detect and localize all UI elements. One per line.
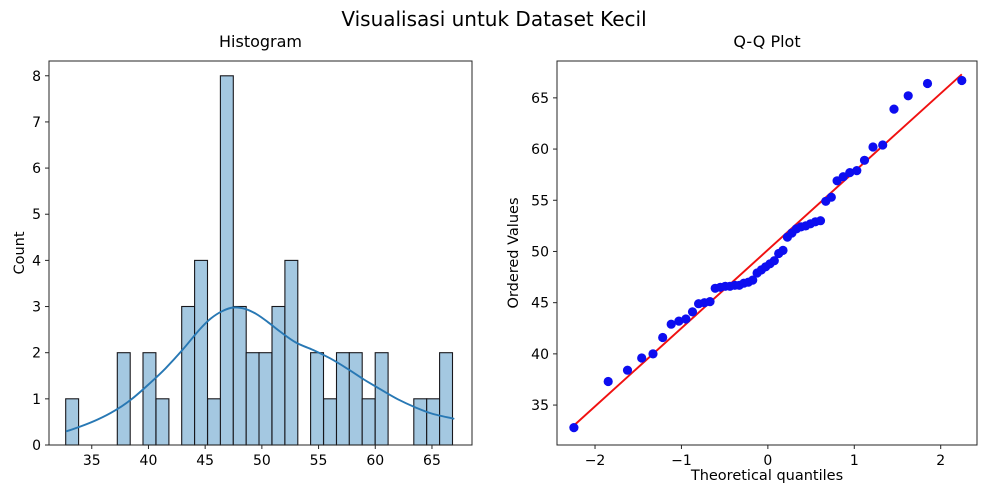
qq-x-tick-label: 1 [850,453,859,469]
histogram-bar [142,352,157,446]
kde-curve [65,306,455,433]
qq-point [852,166,862,176]
qq-axes-box [556,60,978,446]
histogram-bar [155,398,170,446]
histogram-bar [348,352,363,446]
qq-y-tick-label: 60 [531,142,549,158]
histogram-bar [219,75,234,446]
histogram-y-tick-label: 1 [32,392,41,408]
histogram-bar [181,305,196,446]
histogram-x-tick-label: 40 [140,453,158,469]
qq-point [569,423,579,433]
histogram-y-tick-label: 7 [32,115,41,131]
histogram-bar [284,259,299,446]
qq-point [957,75,967,86]
histogram-y-tick-label: 2 [32,346,41,362]
qq-plot-xlabel: Theoretical quantiles [690,468,844,484]
histogram-bar [232,305,247,446]
histogram-title: Histogram [219,32,302,51]
qq-y-tick-label: 55 [531,193,549,209]
qq-point [622,365,633,375]
histogram-x-tick-label: 55 [310,453,328,469]
histogram-bar [245,352,260,446]
qq-point [889,104,899,114]
qq-fit-line [573,73,963,427]
histogram-bar [207,398,222,446]
qq-point [903,91,913,101]
qq-point [637,353,647,363]
qq-point [868,142,878,152]
qq-point [687,307,698,317]
qq-point [859,155,870,165]
qq-point [658,332,668,343]
qq-x-tick-label: −2 [585,453,606,469]
histogram-bar [439,352,454,446]
histogram-x-tick-label: 45 [196,453,214,469]
histogram-x-tick-label: 60 [366,453,384,469]
histogram-bar [374,352,389,446]
histogram-bar [310,352,325,446]
qq-y-tick-label: 40 [531,347,549,363]
histogram-y-tick-label: 4 [32,253,41,269]
histogram-bar [116,352,131,446]
qq-point [705,297,715,307]
histogram-bar [65,398,80,446]
qq-point [648,349,658,359]
qq-point [845,168,855,178]
qq-point [603,376,613,387]
qq-point [778,245,788,255]
qq-point [748,275,758,285]
histogram-bar [258,352,273,446]
qq-plot-title: Q-Q Plot [733,32,801,51]
histogram-bar [361,398,376,446]
qq-y-tick-label: 50 [531,244,549,260]
qq-point [922,78,933,89]
qq-point [769,256,779,266]
histogram-bar [194,259,209,446]
histogram-y-tick-label: 3 [32,300,41,316]
figure-title: Visualisasi untuk Dataset Kecil [341,7,647,31]
qq-point [878,140,888,150]
histogram-y-tick-label: 6 [32,161,41,177]
qq-point [826,192,836,202]
histogram-y-tick-label: 0 [32,438,41,454]
histogram-bar [413,398,428,446]
histogram-bar [323,398,338,446]
histogram-x-tick-label: 50 [253,453,271,469]
histogram-y-tick-label: 5 [32,207,41,223]
qq-point [838,172,848,182]
qq-point [815,216,826,226]
qq-y-tick-label: 45 [531,296,549,312]
qq-point [681,314,691,324]
qq-y-tick-label: 35 [531,398,549,414]
qq-x-tick-label: −1 [671,453,692,469]
histogram-x-tick-label: 35 [83,453,101,469]
histogram-axes-box [48,60,473,446]
qq-x-tick-label: 0 [763,453,772,469]
qq-x-tick-label: 2 [936,453,945,469]
qq-point [674,316,684,326]
histogram-y-tick-label: 8 [32,69,41,85]
histogram-x-tick-label: 65 [423,453,441,469]
qq-y-tick-label: 65 [531,91,549,107]
histogram-bar [426,398,441,446]
qq-point [666,319,676,329]
